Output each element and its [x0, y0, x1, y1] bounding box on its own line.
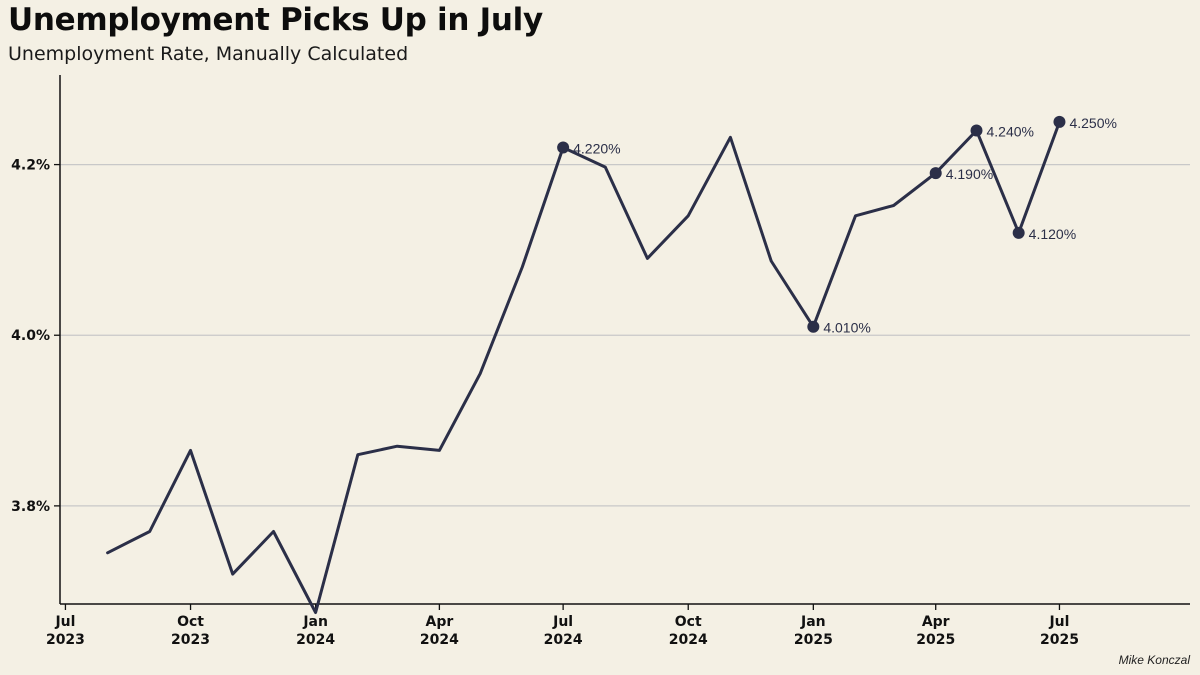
annotation-marker	[1012, 226, 1025, 239]
data-label: 4.250%	[1069, 115, 1116, 131]
x-tick-label-year: 2024	[544, 632, 583, 648]
data-label: 4.220%	[573, 141, 620, 157]
series-line	[106, 120, 1061, 614]
x-tick-label-month: Jul	[54, 614, 75, 630]
chart-title: Unemployment Picks Up in July	[8, 2, 543, 38]
x-tick-label-year: 2025	[916, 632, 955, 648]
x-tick-label-month: Apr	[922, 614, 950, 630]
x-tick-label-year: 2023	[46, 632, 85, 648]
x-tick-label-month: Jan	[302, 614, 328, 630]
y-tick-label: 3.8%	[11, 499, 50, 515]
y-tick-label: 4.0%	[11, 328, 50, 344]
annotation-marker	[1053, 115, 1066, 128]
x-tick-label-month: Apr	[426, 614, 454, 630]
chart-credit: Mike Konczal	[1118, 653, 1190, 667]
annotation-marker	[929, 167, 942, 180]
x-tick-label-year: 2025	[794, 632, 833, 648]
y-tick-label: 4.2%	[11, 158, 50, 174]
chart-subtitle: Unemployment Rate, Manually Calculated	[8, 43, 409, 65]
annotation-markers: 4.220% 4.010% 4.190% 4.240% 4.120% 4.250%	[557, 115, 1117, 336]
x-tick-label-month: Jan	[800, 614, 826, 630]
annotation-marker	[807, 320, 820, 333]
series-line-path	[106, 120, 1061, 614]
annotation-marker	[970, 124, 983, 137]
annotation-marker	[557, 141, 570, 154]
x-tick-label-year: 2025	[1040, 632, 1079, 648]
data-label: 4.010%	[823, 320, 870, 336]
x-ticks: Jul 2023 Oct 2023 Jan 2024 Apr 2024 Jul 2024 Oct 20…	[46, 604, 1079, 648]
data-label: 4.190%	[946, 166, 993, 182]
x-tick-label-month: Jul	[552, 614, 573, 630]
data-label: 4.240%	[987, 123, 1034, 139]
x-tick-label-year: 2024	[420, 632, 459, 648]
x-tick-label-month: Oct	[675, 614, 702, 630]
x-tick-label-year: 2023	[171, 632, 210, 648]
axes	[59, 75, 1190, 605]
x-tick-label-month: Oct	[177, 614, 204, 630]
x-tick-label-month: Jul	[1048, 614, 1069, 630]
x-tick-label-year: 2024	[296, 632, 335, 648]
data-label: 4.120%	[1029, 226, 1076, 242]
x-tick-label-year: 2024	[669, 632, 708, 648]
y-ticks: 3.8% 4.0% 4.2%	[11, 158, 60, 515]
gridlines	[60, 163, 1190, 507]
